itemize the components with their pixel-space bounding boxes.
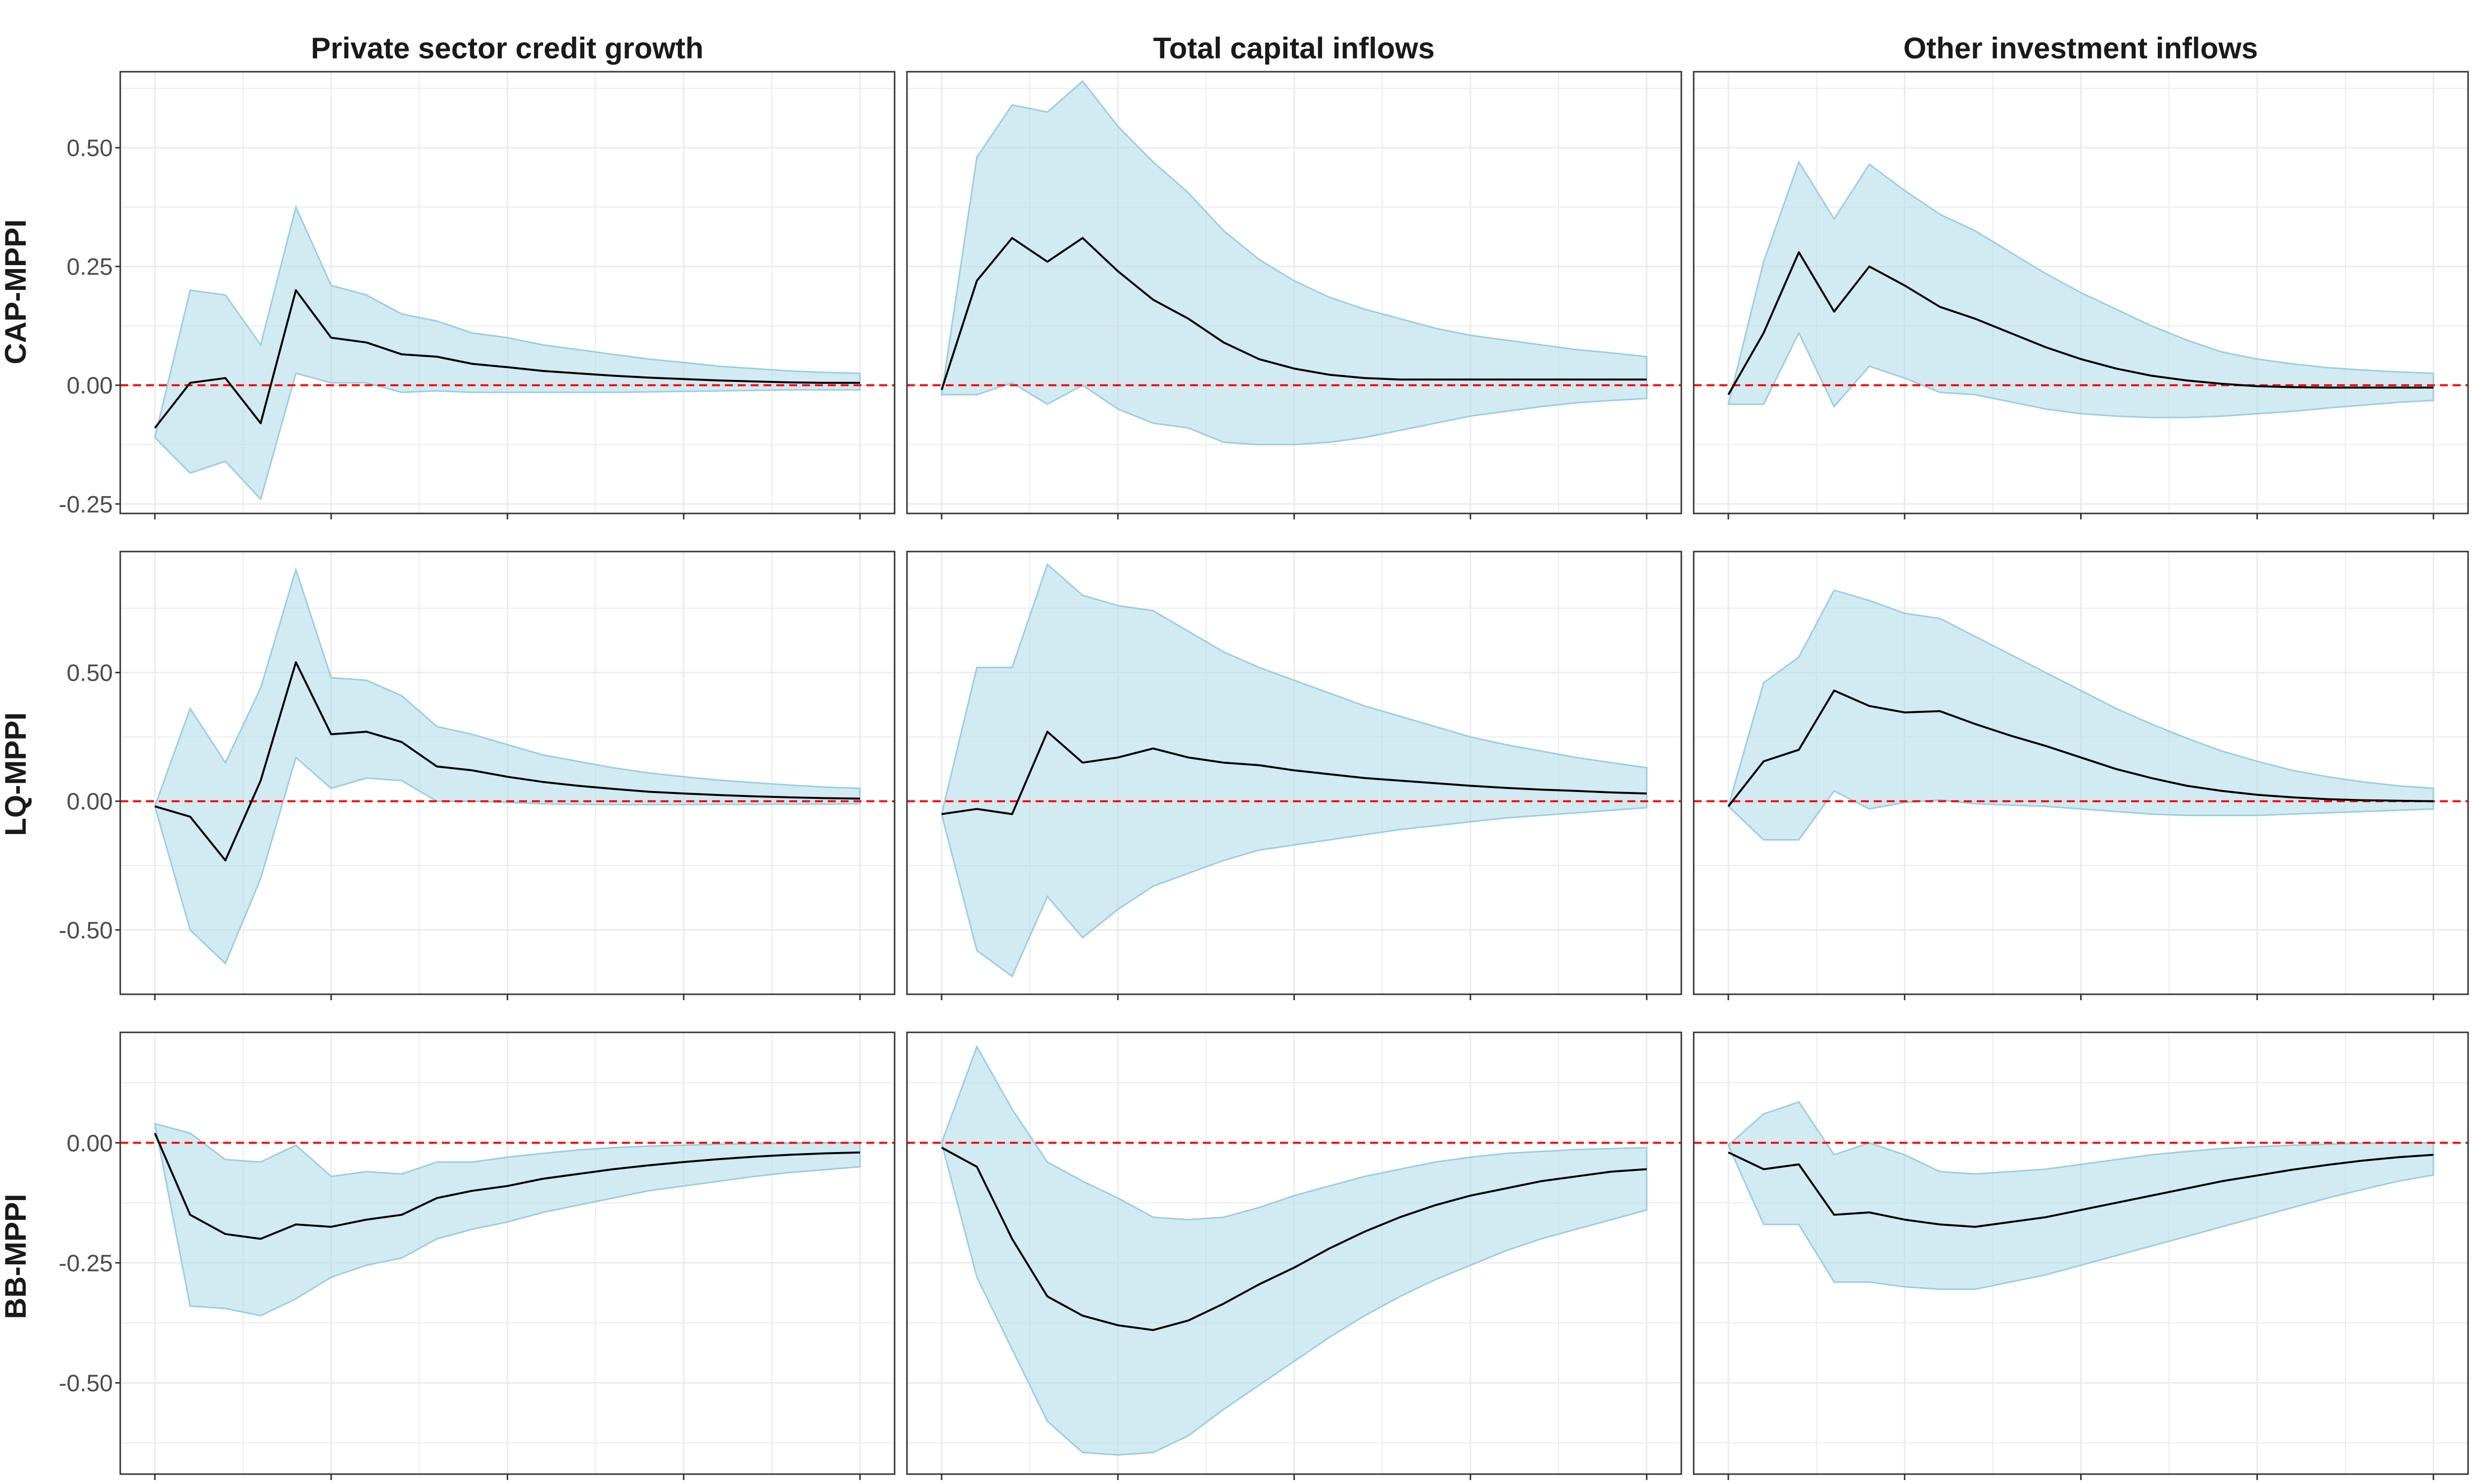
panel-cap-mppi-0 bbox=[119, 71, 896, 519]
row-title-cap-mppi: CAP-MPPI bbox=[0, 219, 32, 364]
y-tick-label: -0.25 bbox=[59, 492, 113, 518]
panel-bb-mppi-0 bbox=[119, 1031, 896, 1480]
y-tick-label: 0.00 bbox=[67, 1130, 113, 1157]
irf-line bbox=[154, 289, 860, 429]
row-title-lq-mppi: LQ-MPPI bbox=[0, 712, 32, 836]
panel-bb-mppi-1 bbox=[906, 1031, 1682, 1480]
y-tick-label: 0.00 bbox=[67, 373, 113, 399]
irf-line bbox=[154, 1133, 860, 1240]
panel-cap-mppi-2 bbox=[1693, 71, 2469, 519]
irf-line bbox=[941, 1147, 1647, 1331]
confidence-band bbox=[154, 1122, 861, 1317]
irf-line bbox=[1728, 1151, 2434, 1228]
panels: -0.25 0.00 0.25 0.50 -0.50 0.00 0.50 -0.50 -0.25… bbox=[59, 71, 2469, 1480]
column-titles: Private sector credit growth Total capit… bbox=[311, 32, 2258, 65]
column-title-credit: Private sector credit growth bbox=[311, 32, 704, 65]
y-tick-label: 0.25 bbox=[67, 254, 113, 280]
irf-line bbox=[941, 731, 1647, 815]
y-tick-label: 0.00 bbox=[67, 789, 113, 815]
irf-line bbox=[941, 237, 1647, 390]
panel-lq-mppi-1 bbox=[906, 551, 1682, 1000]
panel-cap-mppi-1 bbox=[906, 71, 1682, 519]
confidence-band bbox=[941, 80, 1648, 446]
irf-line bbox=[1727, 690, 2434, 807]
y-tick-label: -0.25 bbox=[59, 1251, 113, 1277]
confidence-band bbox=[941, 1045, 1648, 1456]
column-title-capital-inflows: Total capital inflows bbox=[1153, 32, 1435, 65]
row-titles: CAP-MPPI LQ-MPPI BB-MPPI bbox=[0, 219, 32, 1319]
confidence-band bbox=[1727, 589, 2434, 841]
y-tick-label: -0.50 bbox=[59, 1371, 113, 1397]
y-tick-label: 0.50 bbox=[67, 660, 113, 687]
y-tick-label: 0.50 bbox=[67, 136, 113, 162]
row-title-bb-mppi: BB-MPPI bbox=[0, 1194, 32, 1319]
panel-bb-mppi-2 bbox=[1693, 1031, 2469, 1480]
irf-line bbox=[1727, 251, 2433, 395]
column-title-other-investment: Other investment inflows bbox=[1903, 32, 2258, 65]
panel-lq-mppi-2 bbox=[1693, 551, 2469, 1000]
confidence-band bbox=[154, 567, 861, 965]
y-tick-label: -0.50 bbox=[59, 918, 113, 944]
confidence-band bbox=[1727, 1101, 2434, 1290]
panel-lq-mppi-0 bbox=[119, 551, 896, 1000]
irf-line bbox=[154, 661, 860, 862]
confidence-band bbox=[154, 205, 861, 501]
